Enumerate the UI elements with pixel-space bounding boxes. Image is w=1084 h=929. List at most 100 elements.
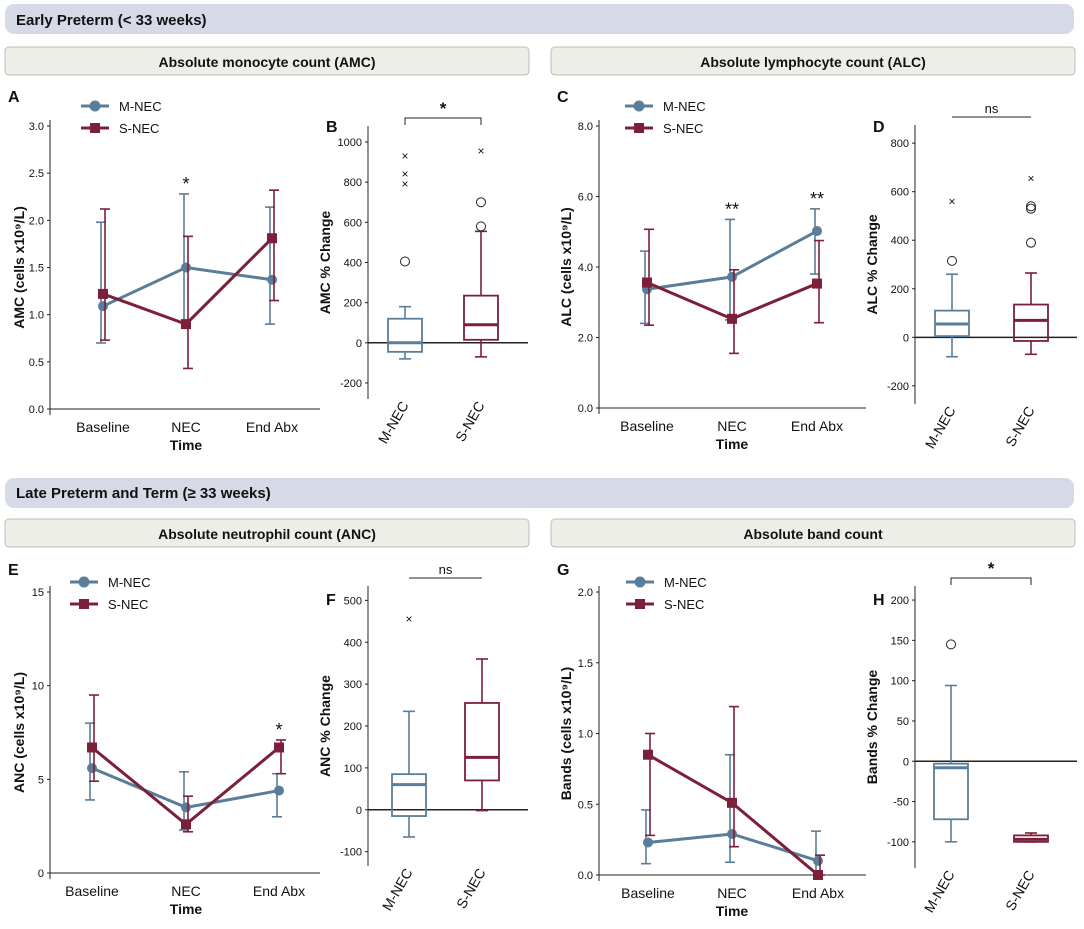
y-tick-label: 200 <box>891 284 909 296</box>
y-tick-label: 1.5 <box>578 658 593 670</box>
legend-marker-s-nec <box>634 123 644 133</box>
y-tick-label: 0.5 <box>578 799 593 811</box>
data-point-m-nec <box>813 855 823 866</box>
y-tick-label: 2.5 <box>29 168 44 180</box>
box-s-nec <box>464 702 500 782</box>
y-tick-label: 200 <box>344 298 362 310</box>
y-tick-label: 1.0 <box>578 729 593 741</box>
box-s-nec <box>463 294 499 341</box>
y-tick-label: 0 <box>903 332 909 344</box>
box-m-nec <box>391 773 427 817</box>
section-header-late: Late Preterm and Term (≥ 33 weeks) <box>16 485 271 502</box>
x-tick-label: M-NEC <box>922 404 959 452</box>
y-tick-label: 150 <box>891 635 909 647</box>
y-tick-label: 600 <box>891 187 909 199</box>
outlier-extreme: × <box>401 149 408 163</box>
significance-label: * <box>440 99 447 118</box>
x-tick-label: End Abx <box>792 885 844 901</box>
data-point-m-nec <box>727 271 737 282</box>
legend-label: S-NEC <box>119 121 159 136</box>
y-tick-label: 6.0 <box>578 192 593 204</box>
legend-label: M-NEC <box>108 575 151 590</box>
data-point-m-nec <box>727 828 737 839</box>
data-point-m-nec <box>181 262 191 273</box>
subheader-anc: Absolute neutrophil count (ANC) <box>158 526 376 542</box>
data-point-s-nec <box>98 288 108 299</box>
data-point-s-nec <box>181 819 191 830</box>
x-axis-label: Time <box>170 437 203 453</box>
subheader-alc: Absolute lymphocyte count (ALC) <box>700 54 926 70</box>
data-point-m-nec <box>181 802 191 813</box>
outlier-circle <box>476 221 486 232</box>
x-tick-label: M-NEC <box>921 868 958 916</box>
legend-label: S-NEC <box>663 121 703 136</box>
legend-label: M-NEC <box>119 99 162 114</box>
y-tick-label: 2.0 <box>578 333 593 345</box>
outlier-circle <box>946 639 956 650</box>
outlier-circle <box>947 255 957 266</box>
significance-bracket <box>950 577 1032 585</box>
x-tick-label: Baseline <box>76 419 130 435</box>
subheader-amc-bg <box>4 46 530 76</box>
y-tick-label: 2.0 <box>29 215 44 227</box>
y-tick-label: 1.0 <box>29 310 44 322</box>
y-tick-label: 1.5 <box>29 263 44 275</box>
legend-label: S-NEC <box>108 597 148 612</box>
y-tick-label: 100 <box>344 763 362 775</box>
y-tick-label: 2.0 <box>578 587 593 599</box>
y-tick-label: 400 <box>344 637 362 649</box>
panel-c-alc-line-chart: C ALC (cells x10⁹/L) 0.0 2.0 4.0 6.0 8.0 Baseli… <box>557 89 866 452</box>
x-tick-label: NEC <box>717 418 747 434</box>
section-header-late-bg <box>5 478 1074 508</box>
x-axis-label: Time <box>170 901 203 917</box>
significance-marker: ** <box>810 189 824 209</box>
data-point-s-nec <box>643 749 653 760</box>
x-tick-label: Baseline <box>620 418 674 434</box>
y-axis-label: ALC % Change <box>864 214 880 315</box>
legend-marker-s-nec <box>90 123 100 133</box>
panel-g-bands-line-chart: G Bands (cells x10⁹/L) 0.0 0.5 1.0 1.5 2.0 Base… <box>557 562 866 919</box>
outlier-extreme: × <box>948 194 955 208</box>
panel-letter-h: H <box>873 592 885 609</box>
x-tick-label: End Abx <box>253 883 305 899</box>
panel-letter-d: D <box>873 119 885 136</box>
y-axis-label: Bands % Change <box>864 670 880 785</box>
outlier-extreme: × <box>401 167 408 181</box>
legend-label: M-NEC <box>664 575 707 590</box>
series-line-s-nec <box>91 746 280 827</box>
legend-marker-m-nec <box>78 576 90 588</box>
y-tick-label: 50 <box>897 716 909 728</box>
x-tick-label: Baseline <box>621 885 675 901</box>
subheader-bands: Absolute band count <box>743 526 883 542</box>
y-tick-label: 600 <box>344 217 362 229</box>
x-tick-label: Baseline <box>65 883 119 899</box>
panel-letter-b: B <box>326 119 338 136</box>
legend-marker-m-nec <box>634 576 646 588</box>
panel-d-alc-box-plot: D ALC % Change -200 0 200 400 600 800 × M-NEC × S-N… <box>864 101 1077 451</box>
y-tick-label: 5 <box>38 774 44 786</box>
x-tick-label: S-NEC <box>1002 868 1038 914</box>
legend-label: M-NEC <box>663 99 706 114</box>
legend-marker-m-nec <box>89 100 101 112</box>
data-point-s-nec <box>87 742 97 753</box>
y-tick-label: 15 <box>32 587 44 599</box>
significance-label: ns <box>985 101 999 116</box>
data-point-m-nec <box>643 837 653 848</box>
y-tick-label: -50 <box>893 797 909 809</box>
data-point-s-nec <box>812 278 822 289</box>
outlier-circle <box>1026 203 1036 214</box>
panel-a-amc-line-chart: A AMC (cells x10⁹/L) 0.0 0.5 1.0 1.5 2.0 2.5 3.0… <box>8 89 320 453</box>
x-tick-label: End Abx <box>791 418 843 434</box>
y-tick-label: 8.0 <box>578 121 593 133</box>
x-tick-label: S-NEC <box>452 399 488 445</box>
subheader-anc-bg <box>4 518 530 548</box>
y-axis-label: ALC (cells x10⁹/L) <box>558 207 574 326</box>
y-axis-label: ANC (cells x10⁹/L) <box>11 672 27 793</box>
y-tick-label: 500 <box>344 595 362 607</box>
series-line-s-nec <box>647 753 819 877</box>
y-axis-label: Bands (cells x10⁹/L) <box>558 667 574 800</box>
subheader-alc-bg <box>550 46 1076 76</box>
y-tick-label: 0 <box>356 805 362 817</box>
